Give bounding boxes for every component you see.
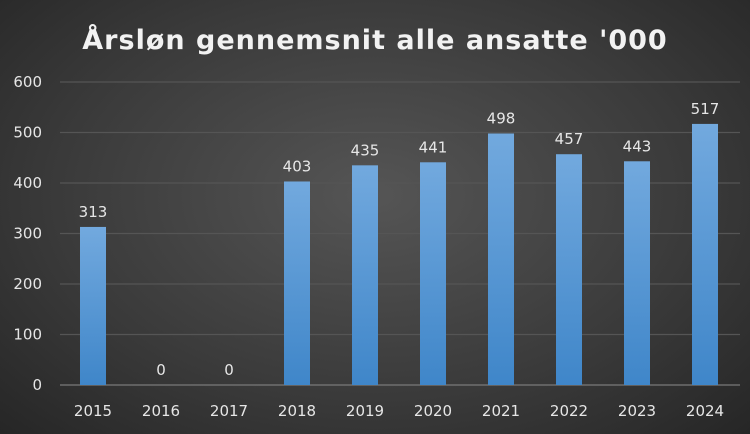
chart-title: Årsløn gennemsnit alle ansatte '000 <box>82 24 667 56</box>
data-label-2015: 313 <box>79 203 108 221</box>
data-label-2016: 0 <box>156 361 166 379</box>
x-tick-label: 2024 <box>686 402 724 420</box>
x-tick-label: 2017 <box>210 402 248 420</box>
x-tick-label: 2018 <box>278 402 316 420</box>
bar-2022 <box>556 154 582 385</box>
bar-2023 <box>624 161 650 385</box>
x-tick-label: 2019 <box>346 402 384 420</box>
data-label-2018: 403 <box>283 157 312 175</box>
x-tick-label: 2023 <box>618 402 656 420</box>
y-tick-label: 200 <box>13 275 42 293</box>
x-tick-label: 2022 <box>550 402 588 420</box>
bar-2024 <box>692 123 718 385</box>
bar-2018 <box>284 181 310 385</box>
y-tick-label: 600 <box>13 73 42 91</box>
y-tick-label: 0 <box>32 376 42 394</box>
data-label-2019: 435 <box>351 141 380 159</box>
y-tick-label: 500 <box>13 124 42 142</box>
data-label-2022: 457 <box>555 130 584 148</box>
bar-2019 <box>352 165 378 385</box>
x-tick-label: 2016 <box>142 402 180 420</box>
y-tick-label: 400 <box>13 174 42 192</box>
bar-2015 <box>80 226 106 385</box>
bar-2021 <box>488 133 514 385</box>
data-label-2020: 441 <box>419 138 448 156</box>
data-label-2021: 498 <box>487 110 516 128</box>
data-label-2023: 443 <box>623 137 652 155</box>
data-label-2017: 0 <box>224 361 234 379</box>
y-tick-label: 100 <box>13 326 42 344</box>
x-tick-label: 2020 <box>414 402 452 420</box>
y-tick-label: 300 <box>13 225 42 243</box>
x-tick-label: 2015 <box>74 402 112 420</box>
data-label-2024: 517 <box>691 100 720 118</box>
x-tick-label: 2021 <box>482 402 520 420</box>
bar-2020 <box>420 162 446 385</box>
